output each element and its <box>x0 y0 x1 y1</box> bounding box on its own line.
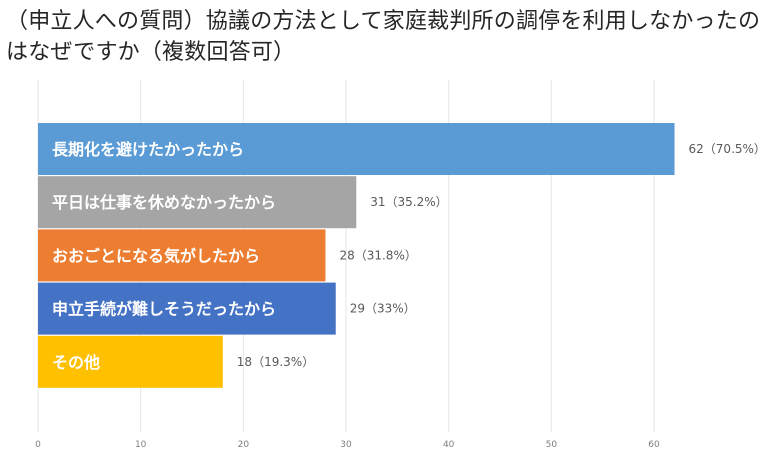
bar-group: その他 18（19.3%） <box>38 335 314 388</box>
bar-category-label: 長期化を避けたかったから <box>52 140 244 159</box>
bar <box>38 335 223 388</box>
chart-title: （申立人への質問）協議の方法として家庭裁判所の調停を利用しなかったのはなぜですか… <box>6 9 761 65</box>
bar-category-label: 申立手続が難しそうだったから <box>52 300 276 319</box>
x-tick-label: 20 <box>238 440 250 450</box>
bar-category-label: その他 <box>52 353 100 372</box>
x-tick-label: 30 <box>340 440 352 450</box>
x-tick-label: 0 <box>35 440 41 450</box>
bar-group: おおごとになる気がしたから 28（31.8%） <box>38 229 417 282</box>
x-tick-label: 60 <box>648 440 660 450</box>
bar-category-label: 平日は仕事を休めなかったから <box>52 193 276 212</box>
bar-value-label: 62（70.5%） <box>689 142 766 156</box>
bar-group: 平日は仕事を休めなかったから 31（35.2%） <box>38 176 448 229</box>
bar <box>38 123 675 175</box>
x-axis-ticks: 0 10 20 30 40 50 60 <box>35 440 660 450</box>
bar <box>38 176 357 229</box>
bar-value-label: 28（31.8%） <box>339 248 416 262</box>
x-tick-label: 40 <box>443 440 455 450</box>
bar <box>38 282 336 335</box>
bar-category-label: おおごとになる気がしたから <box>52 246 260 265</box>
bar <box>38 229 326 282</box>
bar-group: 申立手続が難しそうだったから 29（33%） <box>38 282 416 335</box>
x-tick-label: 50 <box>546 440 558 450</box>
bar-value-label: 31（35.2%） <box>370 195 447 209</box>
bar-value-label: 29（33%） <box>350 302 416 316</box>
x-tick-label: 10 <box>135 440 147 450</box>
bar-value-label: 18（19.3%） <box>237 355 314 369</box>
bar-group: 長期化を避けたかったから 62（70.5%） <box>38 123 766 175</box>
bars: 長期化を避けたかったから 62（70.5%） 平日は仕事を休めなかったから 31（35… <box>38 123 766 388</box>
